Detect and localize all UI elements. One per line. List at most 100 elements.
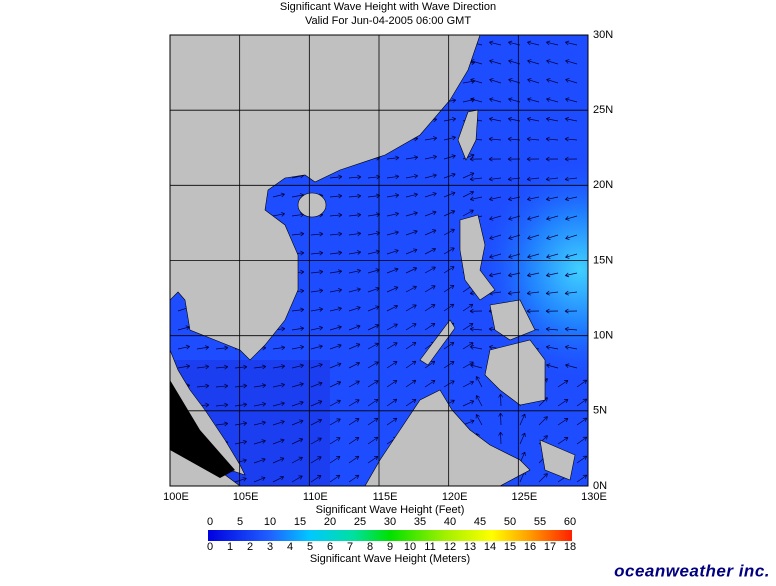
wave-arrow — [557, 436, 569, 445]
wave-arrow — [489, 272, 502, 278]
wave-arrow — [253, 420, 266, 426]
wave-arrow — [565, 253, 578, 259]
meter-tick: 18 — [564, 541, 576, 553]
wave-arrow — [424, 173, 437, 179]
feet-tick: 0 — [207, 516, 213, 528]
wave-arrow — [253, 383, 267, 388]
wave-arrow — [329, 306, 342, 312]
wave-arrow — [564, 345, 578, 350]
feet-tick: 15 — [294, 516, 306, 528]
feet-tick: 45 — [474, 516, 486, 528]
wave-arrow — [177, 364, 191, 369]
feet-tick: 60 — [564, 516, 576, 528]
wave-arrow — [291, 307, 305, 313]
wave-arrow — [386, 304, 399, 312]
wave-arrow — [565, 59, 578, 65]
wave-arrow — [177, 344, 190, 350]
wave-arrow — [329, 288, 343, 293]
wave-arrow — [253, 439, 266, 445]
wave-arrow — [557, 417, 569, 426]
wave-arrow — [291, 345, 305, 350]
wave-arrow — [545, 116, 559, 122]
wave-arrow — [405, 323, 417, 331]
wave-arrow — [469, 345, 483, 350]
wave-arrow — [565, 272, 578, 278]
wave-arrow — [310, 288, 324, 294]
map — [170, 35, 588, 486]
wave-arrow — [405, 155, 419, 160]
wave-arrow — [348, 306, 361, 312]
wave-arrow — [348, 287, 361, 293]
meter-tick: 1 — [227, 541, 233, 553]
wave-arrow — [576, 474, 588, 483]
meter-tick: 14 — [484, 541, 496, 553]
wave-arrow — [424, 229, 437, 236]
wave-arrow — [272, 192, 285, 198]
wave-arrow — [424, 154, 437, 160]
meter-tick: 9 — [387, 541, 393, 553]
wave-arrow — [546, 253, 559, 259]
meter-tick: 11 — [424, 541, 435, 553]
wave-arrow — [489, 234, 502, 240]
wave-arrow — [386, 193, 400, 198]
wave-arrow — [310, 418, 323, 426]
meter-tick: 6 — [327, 541, 333, 553]
wave-arrow — [565, 40, 578, 46]
wave-arrow — [348, 324, 361, 331]
wave-arrow — [557, 379, 569, 388]
wave-arrow — [488, 176, 502, 182]
wave-arrow — [564, 116, 578, 122]
meter-tick: 10 — [404, 541, 416, 553]
wave-arrow — [546, 40, 559, 46]
wave-arrow — [424, 210, 437, 217]
wave-arrow — [526, 156, 540, 162]
wave-arrow — [519, 432, 526, 445]
wave-arrow — [527, 78, 540, 84]
meters-caption: Significant Wave Height (Meters) — [310, 553, 470, 565]
lat-label: 10N — [593, 330, 613, 342]
wave-arrow — [526, 116, 540, 122]
wave-arrow — [348, 212, 362, 218]
wave-arrow — [405, 379, 417, 388]
wave-arrow — [348, 474, 360, 483]
wave-arrow — [545, 345, 559, 350]
lat-label: 0N — [593, 480, 607, 492]
meter-tick: 12 — [444, 541, 456, 553]
wave-arrow — [488, 116, 502, 122]
wave-arrow — [424, 304, 436, 312]
wave-arrow — [526, 176, 540, 182]
wave-arrow — [469, 308, 483, 314]
hainan — [297, 192, 327, 218]
wave-arrow — [196, 364, 210, 370]
wave-arrow — [462, 400, 475, 407]
wave-arrow — [405, 174, 419, 179]
wave-arrow — [462, 172, 475, 179]
wave-arrow — [367, 342, 379, 350]
wave-arrow — [386, 249, 399, 255]
wave-arrow — [424, 360, 436, 369]
feet-tick: 25 — [354, 516, 366, 528]
wave-arrow — [462, 190, 475, 198]
wave-arrow — [367, 455, 379, 464]
wave-arrow — [546, 59, 559, 65]
wave-arrow — [329, 250, 343, 256]
wave-arrow — [215, 383, 229, 389]
wave-arrow — [526, 308, 540, 314]
wave-arrow — [424, 247, 437, 255]
sumatra-coast — [170, 380, 235, 478]
lat-label: 25N — [593, 104, 613, 116]
wave-arrow — [310, 231, 324, 237]
wave-arrow — [215, 364, 229, 370]
wave-arrow — [367, 399, 379, 407]
wave-arrow — [272, 211, 286, 217]
wave-arrow — [253, 402, 267, 407]
meter-tick: 13 — [464, 541, 476, 553]
wave-arrow — [527, 196, 540, 202]
meter-tick: 3 — [267, 541, 273, 553]
wave-arrow — [348, 343, 361, 350]
wave-arrow — [564, 290, 578, 296]
wave-arrow — [291, 231, 305, 237]
wave-arrow — [545, 326, 559, 332]
colorbar — [208, 530, 572, 541]
wave-arrow — [329, 456, 341, 464]
